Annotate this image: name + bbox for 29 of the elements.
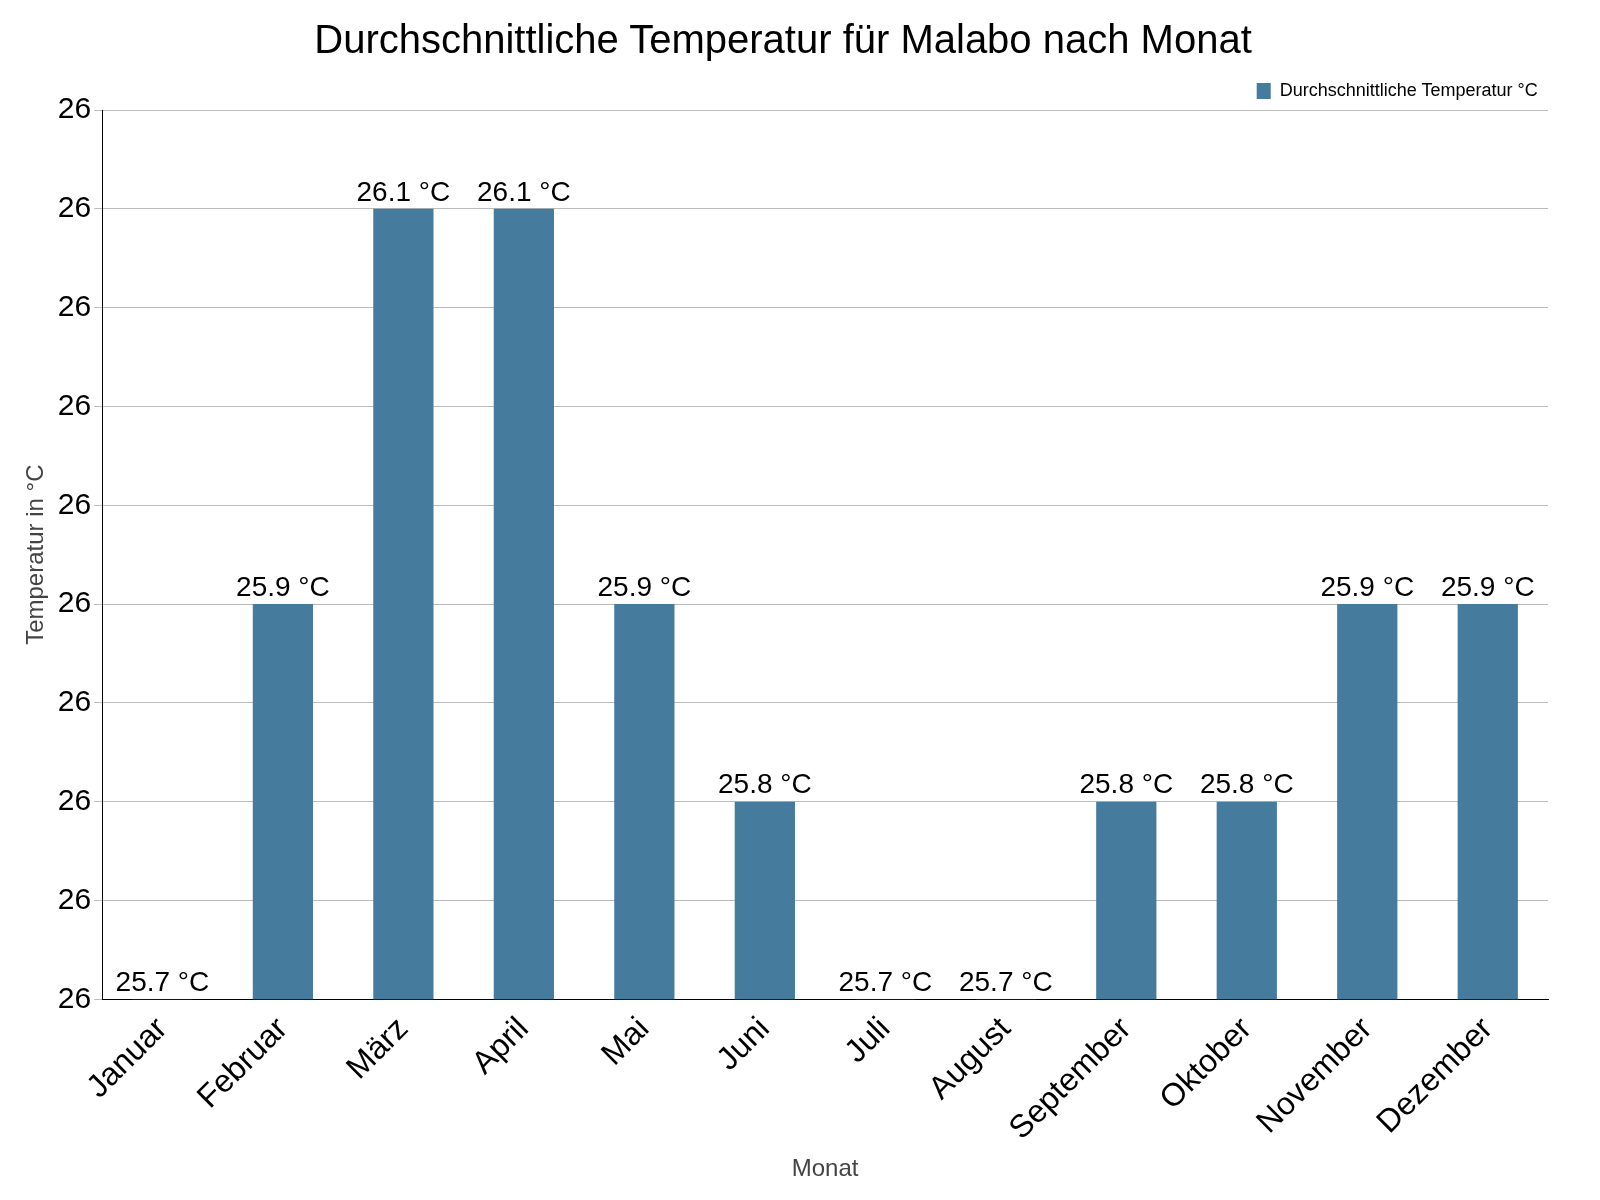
y-tick-label: 26 [57, 782, 92, 816]
y-tick-label: 26 [57, 91, 92, 125]
y-tick-label: 26 [57, 387, 92, 421]
data-label: 26.1 °C [356, 175, 451, 207]
chart-title: Durchschnittliche Temperatur für Malabo nach Monat [314, 17, 1252, 62]
legend-label: Durchschnittliche Temperatur °C [1279, 79, 1538, 100]
y-tick-label: 26 [57, 980, 92, 1014]
data-label: 25.8 °C [1079, 768, 1174, 800]
data-label: 26.1 °C [477, 175, 571, 207]
x-tick-label: Mai [593, 1009, 656, 1072]
data-label: 25.7 °C [115, 966, 210, 998]
x-tick-label: Juni [709, 1009, 777, 1077]
data-label: 25.8 °C [1199, 768, 1294, 800]
data-label: 25.9 °C [236, 570, 330, 602]
data-label: 25.7 °C [838, 966, 933, 998]
x-axis-title: Monat [791, 1154, 859, 1182]
y-tick-label: 26 [57, 486, 92, 520]
y-tick-label: 26 [57, 288, 92, 322]
data-label: 25.8 °C [717, 768, 812, 800]
data-label: 25.7 °C [958, 966, 1053, 998]
y-axis-title: Temperatur in °C [21, 464, 49, 645]
data-label: 25.9 °C [597, 570, 692, 602]
y-tick-label: 26 [57, 190, 92, 224]
data-label: 25.9 °C [1320, 570, 1415, 602]
y-tick-label: 26 [57, 585, 92, 619]
y-tick-label: 26 [57, 684, 92, 718]
y-tick-label: 26 [57, 881, 92, 915]
data-label: 25.9 °C [1440, 570, 1535, 602]
x-tick-label: Juli [837, 1009, 897, 1070]
